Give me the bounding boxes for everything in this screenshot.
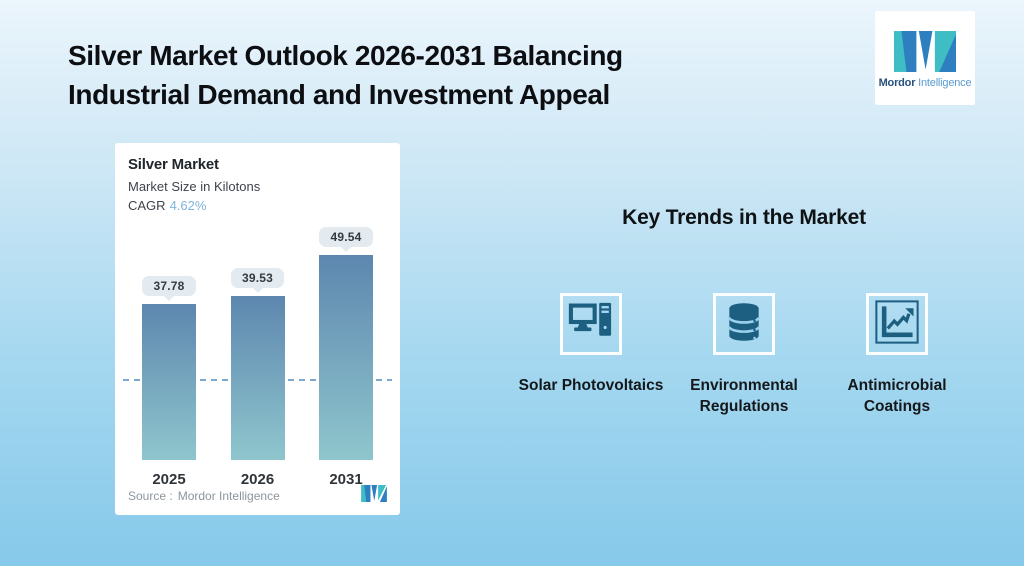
chart-mini-logo-icon <box>361 485 387 507</box>
mordor-logo-icon <box>894 31 956 72</box>
value-callout: 39.53 <box>230 268 285 293</box>
source-label: Source : <box>128 489 173 503</box>
cagr-label: CAGR <box>128 198 166 213</box>
page-title: Silver Market Outlook 2026-2031 Balancin… <box>68 36 623 114</box>
chart-subtitle: Market Size in Kilotons <box>128 179 261 194</box>
trend-label: Environmental Regulations <box>690 377 798 415</box>
bar <box>142 304 196 460</box>
bar-column-2026: 39.53 2026 <box>214 218 302 488</box>
x-axis-label: 2031 <box>329 471 363 488</box>
bar-column-2025: 37.78 2025 <box>125 218 213 488</box>
value-callout: 37.78 <box>142 276 196 301</box>
x-axis-label: 2025 <box>152 471 186 488</box>
trend-icon-frame <box>560 293 622 355</box>
trend-label: Solar Photovoltaics <box>518 377 664 394</box>
trend-icon-frame <box>866 293 928 355</box>
brand-logo-card: Mordor Intelligence <box>875 11 975 105</box>
trend-label: Antimicrobial Coatings <box>847 377 947 415</box>
value-callout: 49.54 <box>319 227 373 252</box>
database-icon <box>722 300 766 349</box>
source-value: Mordor Intelligence <box>177 489 280 503</box>
bar <box>319 255 373 460</box>
brand-name: Mordor Intelligence <box>879 77 972 89</box>
x-axis-label: 2026 <box>240 471 275 488</box>
source-text: Source : Mordor Intelligence <box>128 489 280 503</box>
trend-item-solar-photovoltaics: Solar Photovoltaics <box>516 293 666 417</box>
brand-name-bold: Mordor <box>878 77 916 89</box>
trend-icon-frame <box>713 293 775 355</box>
source-row: Source : Mordor Intelligence <box>128 485 387 507</box>
line-chart-icon <box>875 299 919 349</box>
bar-column-2031: 49.54 2031 <box>302 218 390 488</box>
brand-name-light: Intelligence <box>918 77 972 89</box>
bar-plot: 37.78 2025 39.53 2026 49.54 2031 <box>125 218 390 488</box>
desktop-computer-icon <box>568 301 614 348</box>
chart-title: Silver Market <box>128 156 219 173</box>
trend-item-environmental-regulations: Environmental Regulations <box>669 293 819 417</box>
cagr-row: CAGR 4.62% <box>128 198 206 213</box>
bar <box>230 296 285 460</box>
key-trends-heading: Key Trends in the Market <box>622 206 866 229</box>
market-chart-card: Silver Market Market Size in Kilotons CA… <box>115 143 400 515</box>
trend-item-antimicrobial-coatings: Antimicrobial Coatings <box>822 293 972 417</box>
page-title-line2: Industrial Demand and Investment Appeal <box>68 79 610 110</box>
page-title-line1: Silver Market Outlook 2026-2031 Balancin… <box>68 40 623 71</box>
cagr-value: 4.62% <box>169 198 207 213</box>
key-trends-row: Solar Photovoltaics Environmental Regula… <box>516 293 972 417</box>
